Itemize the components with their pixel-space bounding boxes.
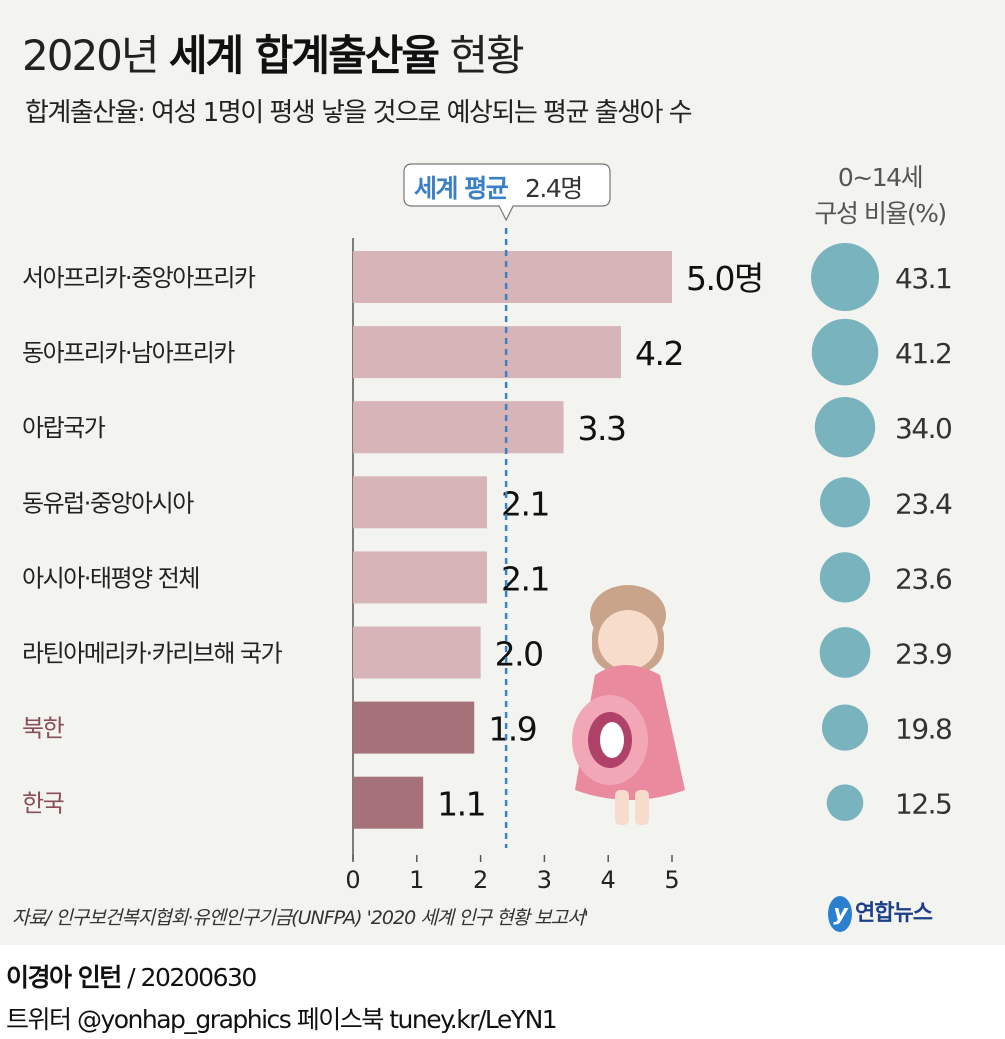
category-label: 동유럽·중앙아시아 bbox=[22, 489, 194, 517]
x-tick-label: 4 bbox=[601, 866, 616, 894]
bar bbox=[353, 551, 487, 604]
bubble bbox=[826, 784, 864, 822]
bar-chart: 0 1 2 3 4 5 서아프리카·중앙아프리카 5.0명 43.1 동아프리카·남아프리카 4.2… bbox=[22, 163, 954, 894]
page-title: 2020년 세계 합계출산율 현황 bbox=[22, 22, 525, 83]
author: 이경아 인턴 bbox=[6, 963, 122, 992]
bubble bbox=[821, 704, 869, 751]
category-label: 한국 bbox=[22, 790, 64, 818]
category-label: 북한 bbox=[22, 715, 65, 743]
x-tick-label: 3 bbox=[537, 866, 552, 894]
pregnant-woman-illustration bbox=[572, 585, 685, 825]
bar bbox=[353, 326, 621, 379]
value-label: 2.1 bbox=[501, 559, 549, 598]
bubble-label: 23.6 bbox=[895, 562, 952, 595]
x-tick-label: 0 bbox=[345, 866, 360, 894]
bubble-title-line2: 구성 비율(%) bbox=[814, 199, 945, 228]
bubble-label: 23.4 bbox=[895, 487, 952, 520]
world-average-value: 2.4명 bbox=[525, 174, 582, 203]
value-label: 2.1 bbox=[501, 484, 549, 523]
world-average-label: 세계 평균 bbox=[414, 174, 509, 203]
bubble-label: 34.0 bbox=[895, 412, 951, 445]
title-prefix: 2020년 bbox=[22, 31, 160, 80]
value-label: 1.9 bbox=[488, 710, 536, 749]
category-label: 서아프리카·중앙아프리카 bbox=[22, 264, 256, 292]
bubble-label: 43.1 bbox=[895, 262, 951, 295]
bubble-title-line1: 0~14세 bbox=[838, 163, 922, 192]
bubble bbox=[819, 627, 871, 678]
source-note: 자료/ 인구보건복지협회·유엔인구기금(UNFPA) '2020 세계 인구 현… bbox=[12, 907, 589, 929]
date: / 20200630 bbox=[120, 963, 257, 992]
value-label: 4.2 bbox=[635, 334, 683, 373]
category-label: 아시아·태평양 전체 bbox=[22, 564, 199, 592]
yonhap-logo: y 연합뉴스 bbox=[828, 895, 933, 932]
subtitle: 합계출산율: 여성 1명이 평생 낳을 것으로 예상되는 평균 출생아 수 bbox=[25, 98, 693, 128]
bubble bbox=[811, 318, 879, 386]
category-label: 라틴아메리카·카리브해 국가 bbox=[22, 640, 283, 668]
bar bbox=[353, 776, 424, 829]
value-label: 5.0명 bbox=[686, 259, 763, 298]
title-suffix: 현황 bbox=[449, 31, 524, 80]
bubble bbox=[819, 552, 871, 603]
bar bbox=[353, 626, 481, 679]
bar bbox=[353, 401, 564, 454]
credit: 이경아 인턴 / 20200630 bbox=[6, 958, 257, 994]
logo-mark-icon: y bbox=[828, 896, 852, 932]
bubble-label: 12.5 bbox=[895, 788, 951, 821]
bubble-label: 23.9 bbox=[895, 638, 951, 671]
bubble bbox=[814, 397, 876, 458]
bar bbox=[353, 476, 487, 529]
bubble-label: 41.2 bbox=[895, 337, 951, 370]
bubble bbox=[811, 243, 879, 311]
x-tick-label: 5 bbox=[664, 866, 679, 894]
value-label: 1.1 bbox=[437, 785, 485, 824]
bubble bbox=[819, 477, 871, 528]
category-label: 동아프리카·남아프리카 bbox=[22, 339, 235, 367]
bar bbox=[353, 251, 672, 303]
world-average-callout bbox=[403, 163, 611, 222]
x-tick-label: 2 bbox=[473, 866, 488, 894]
bar bbox=[353, 701, 475, 754]
bubble-label: 19.8 bbox=[895, 713, 951, 746]
x-tick-label: 1 bbox=[409, 866, 424, 894]
title-bold: 세계 합계출산율 bbox=[168, 31, 440, 80]
value-label: 2.0 bbox=[495, 635, 543, 674]
category-label: 아랍국가 bbox=[22, 414, 106, 442]
value-label: 3.3 bbox=[578, 409, 626, 448]
logo-text: 연합뉴스 bbox=[855, 901, 933, 926]
social-links: 트위터 @yonhap_graphics 페이스북 tuney.kr/LeYN1 bbox=[6, 1005, 558, 1034]
